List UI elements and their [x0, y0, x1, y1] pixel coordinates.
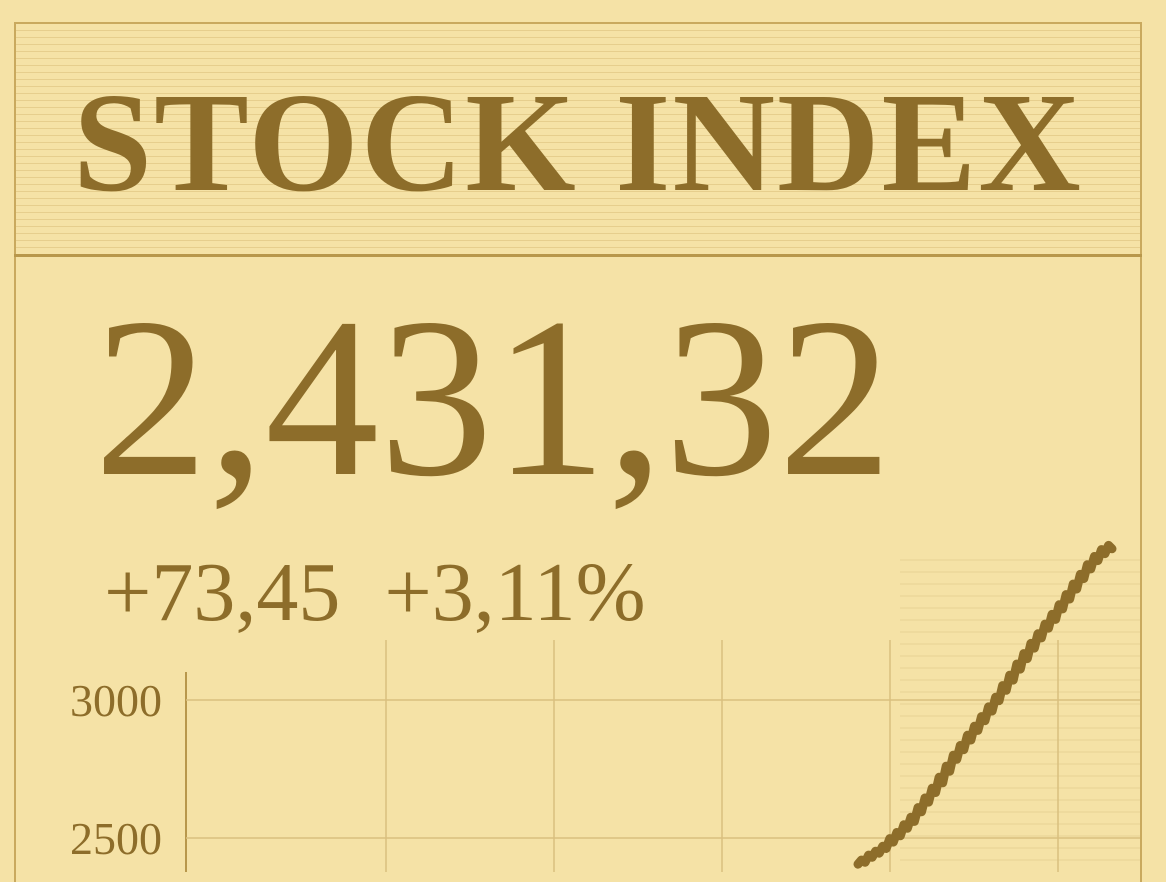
index-value: 2,431,32	[94, 272, 892, 524]
index-change: +73,45 +3,11%	[104, 548, 690, 638]
chart-grid	[185, 559, 1140, 872]
header-divider	[14, 254, 1142, 257]
page-frame	[14, 22, 1142, 882]
series-line	[853, 540, 1117, 869]
y-tick-label: 3000	[70, 675, 162, 726]
change-percent: +3,11%	[384, 546, 646, 639]
y-axis-ticks: 3000 2500	[70, 675, 162, 864]
page-title: STOCK INDEX	[73, 63, 1083, 221]
chart-series	[853, 540, 1117, 869]
header-band	[16, 24, 1140, 254]
change-points: +73,45	[104, 546, 341, 639]
y-tick-label: 2500	[70, 813, 162, 864]
